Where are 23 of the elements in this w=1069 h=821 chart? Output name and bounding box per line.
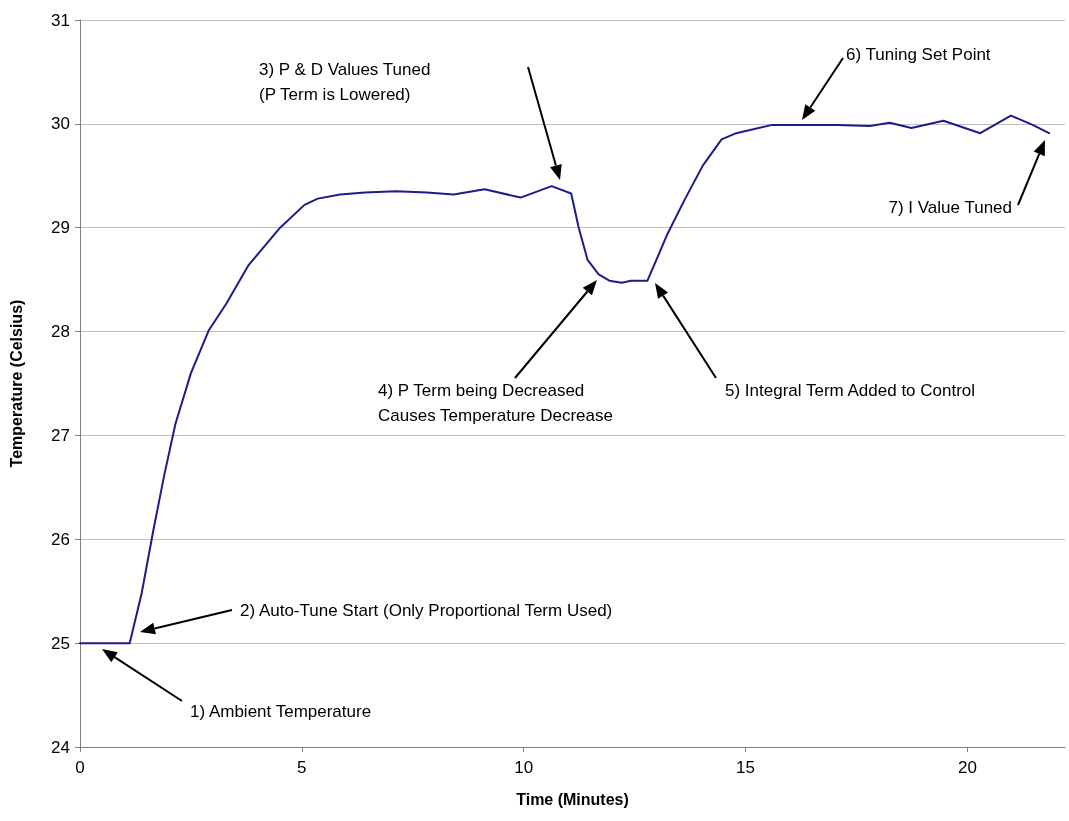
x-tick-label: 10 — [514, 758, 534, 777]
annotation: 6) Tuning Set Point — [846, 45, 991, 64]
x-tick-label: 15 — [736, 758, 755, 777]
y-tick-label: 26 — [51, 529, 70, 549]
x-tick-label: 20 — [957, 758, 977, 777]
annotation: 7) I Value Tuned — [888, 198, 1012, 217]
annotation: 1) Ambient Temperature — [190, 702, 372, 721]
y-tick-label: 27 — [51, 425, 70, 445]
y-axis-title: Temperature (Celsius) — [7, 299, 25, 468]
y-tick-label: 24 — [51, 737, 70, 757]
x-tick-label: 5 — [297, 758, 307, 777]
annotation: 4) P Term being Decreased Causes Temperature Decrease — [378, 381, 613, 425]
y-tick-label: 31 — [51, 10, 70, 30]
annotation: 5) Integral Term Added to Control — [725, 381, 976, 400]
y-tick-label: 25 — [51, 633, 70, 653]
x-tick-label: 0 — [75, 758, 85, 777]
y-tick-label: 30 — [51, 114, 70, 134]
y-tick-label: 28 — [51, 322, 70, 342]
x-axis-title: Time (Minutes) — [516, 790, 629, 808]
line-series — [79, 114, 1051, 645]
annotation: 3) P & D Values Tuned (P Term is Lowered) — [259, 60, 431, 104]
y-tick-label: 29 — [51, 218, 70, 238]
annotation: 2) Auto-Tune Start (Only Proportional Term Used) — [240, 601, 613, 620]
